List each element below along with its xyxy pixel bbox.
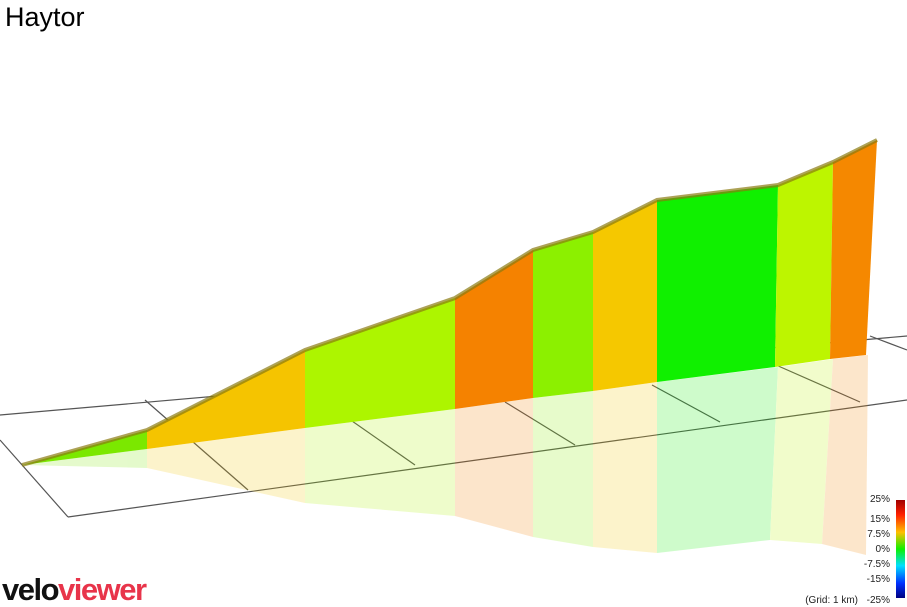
segment (775, 162, 833, 367)
segment (593, 200, 657, 391)
grid-line (351, 420, 416, 466)
top-edge (21, 138, 878, 467)
segment (533, 232, 593, 398)
shadow (822, 355, 868, 555)
logo-part: viewer (58, 572, 147, 607)
shadow (147, 428, 305, 503)
shadow (593, 382, 657, 553)
legend-label: 0% (876, 544, 891, 555)
segment (455, 250, 533, 409)
legend-label: -25% (867, 595, 890, 606)
logo-part: velo (2, 572, 59, 607)
logo: veloviewer (2, 572, 147, 607)
grid-line (144, 399, 249, 491)
grid-line (0, 439, 69, 518)
grid-line (504, 401, 576, 446)
legend-label: -7.5% (864, 559, 890, 570)
shadow (533, 391, 593, 547)
grid-line (67, 399, 907, 518)
segment (147, 350, 305, 449)
grid-line (869, 335, 907, 351)
shadow (657, 367, 778, 553)
shadow (455, 398, 533, 537)
legend-label: 15% (870, 514, 890, 525)
legend-label: 25% (870, 494, 890, 505)
legend-bar (896, 500, 905, 598)
shadow (305, 409, 455, 516)
legend-label: 7.5% (867, 529, 890, 540)
legend-label: -15% (867, 574, 890, 585)
segment (305, 298, 455, 428)
segment (830, 140, 877, 359)
segment (657, 185, 778, 382)
grid-line (775, 364, 861, 403)
grid-line (651, 384, 721, 423)
grid-note: (Grid: 1 km) (805, 595, 858, 606)
shadow (22, 449, 147, 468)
shadow (770, 359, 833, 544)
segments (21, 138, 878, 467)
title: Haytor (5, 2, 85, 32)
reflection (22, 355, 868, 555)
